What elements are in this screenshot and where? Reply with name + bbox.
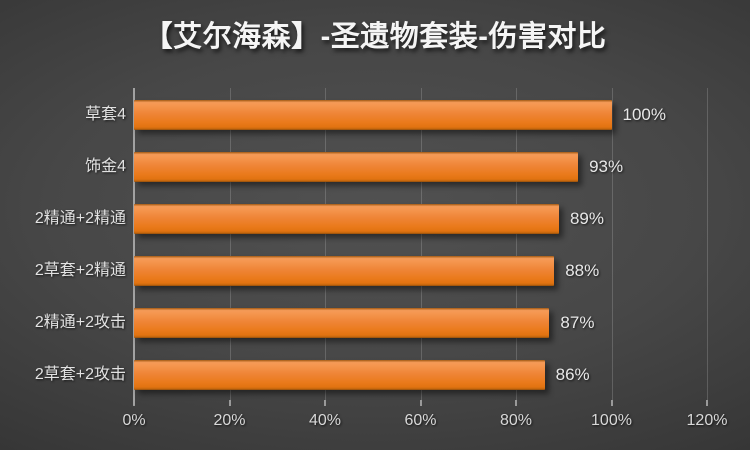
x-axis-label: 100% [591, 412, 632, 429]
value-label: 100% [622, 105, 666, 124]
x-axis-tick [706, 400, 708, 406]
gridline [229, 88, 231, 400]
gridline [707, 88, 708, 400]
bar [134, 100, 612, 130]
y-axis-line [133, 88, 135, 405]
x-axis-label: 0% [122, 412, 146, 429]
category-label: 饰金4 [85, 158, 126, 175]
bar [134, 308, 550, 338]
x-axis-label: 120% [686, 412, 728, 429]
gridline [420, 88, 422, 400]
x-axis-label: 40% [308, 412, 342, 429]
x-axis-tick [610, 400, 613, 406]
gridline [325, 88, 326, 400]
x-axis-tick [419, 400, 422, 406]
value-label: 88% [565, 261, 600, 280]
bar [134, 204, 559, 234]
value-label: 93% [589, 157, 624, 176]
x-axis-label: 80% [499, 412, 533, 429]
category-label: 2精通+2攻击 [34, 314, 126, 331]
value-label: 87% [560, 313, 595, 332]
value-label: 89% [569, 209, 604, 228]
bar [134, 360, 545, 390]
gridline [516, 88, 517, 400]
category-label: 2草套+2精通 [34, 262, 126, 279]
category-label: 2草套+2攻击 [34, 366, 126, 383]
x-axis-tick [515, 400, 517, 406]
value-label: 86% [555, 365, 590, 384]
chart-title: 【艾尔海森】-圣遗物套装-伤害对比 [143, 21, 607, 53]
gridline [611, 88, 613, 400]
bar [134, 256, 555, 286]
x-axis-tick [228, 400, 231, 406]
bar [134, 152, 579, 182]
category-label: 草套4 [85, 106, 126, 123]
x-axis-label: 60% [404, 412, 437, 429]
category-label: 2精通+2精通 [34, 210, 126, 227]
x-axis-tick [324, 400, 326, 406]
x-axis-label: 20% [213, 412, 246, 429]
